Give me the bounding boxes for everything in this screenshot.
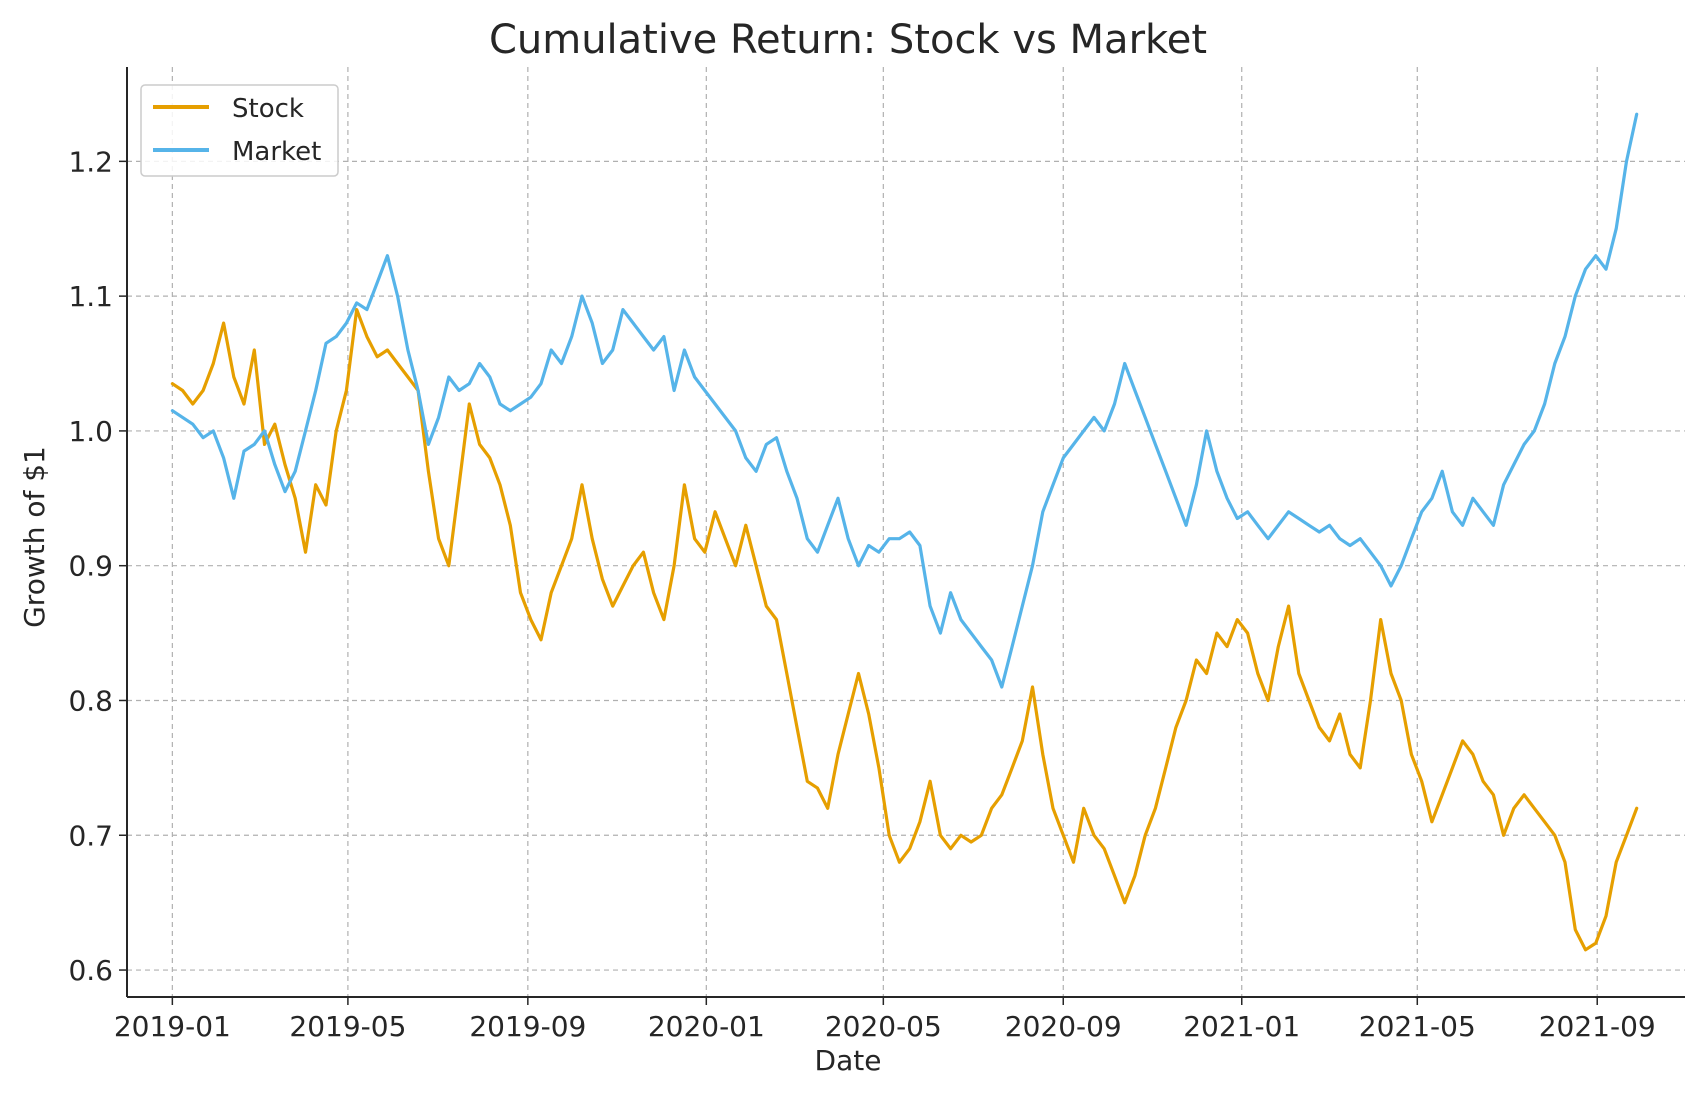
x-axis-label: Date: [815, 1044, 882, 1077]
y-tick-label: 1.0: [68, 415, 113, 448]
chart-title: Cumulative Return: Stock vs Market: [489, 17, 1207, 63]
y-tick-label: 0.8: [68, 684, 113, 717]
ticks: 0.6 0.7 0.8 0.9 1.0 1.1 1.2 2019-01 2019-05 2019-…: [68, 145, 1655, 1043]
x-tick-label: 2021-09: [1539, 1010, 1656, 1043]
legend-label-stock: Stock: [232, 94, 304, 124]
x-tick-label: 2019-05: [289, 1010, 406, 1043]
x-tick-label: 2019-09: [469, 1010, 586, 1043]
y-tick-label: 0.9: [68, 550, 113, 583]
series-layer: [170, 112, 1639, 952]
y-axis-label: Growth of $1: [18, 446, 51, 628]
x-tick-label: 2020-05: [825, 1010, 942, 1043]
x-tick-label: 2020-09: [1005, 1010, 1122, 1043]
y-tick-label: 1.2: [68, 145, 113, 178]
y-tick-label: 1.1: [68, 280, 113, 313]
legend: Stock Market: [140, 84, 339, 177]
y-tick-label: 0.6: [68, 954, 113, 987]
series-line-market: [170, 112, 1639, 689]
y-tick-label: 0.7: [68, 819, 113, 852]
grid: [127, 67, 1685, 997]
legend-label-market: Market: [232, 137, 321, 167]
x-tick-label: 2021-01: [1183, 1010, 1300, 1043]
x-tick-label: 2020-01: [648, 1010, 765, 1043]
x-tick-label: 2021-05: [1359, 1010, 1476, 1043]
x-tick-label: 2019-01: [114, 1010, 231, 1043]
